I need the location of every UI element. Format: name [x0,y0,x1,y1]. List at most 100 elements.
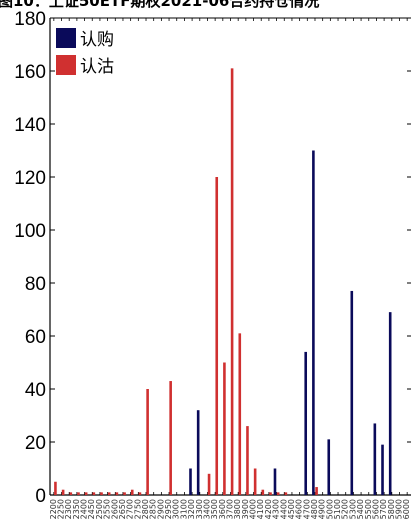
x-tick-label: 2200 [49,499,58,519]
x-tick-label: 3700 [226,499,235,519]
x-tick-label: 3800 [233,499,242,519]
x-tick-label: 2600 [110,499,119,519]
bar-put [115,492,119,495]
x-tick-label: 5200 [341,499,350,519]
plot-area: 0 20 40 60 80 100 120 140 160 180 2200225023002350… [14,9,411,519]
bar-call [327,439,331,495]
x-tick-label: 2450 [87,499,96,519]
bar-put [146,389,149,495]
x-tick-label: 3600 [218,499,227,519]
y-tick-label: 80 [25,274,46,295]
x-tick-label: 5900 [394,499,403,519]
bar-put [207,473,211,495]
bar-put [138,492,142,495]
bar-put [223,362,226,495]
y-tick-label: 40 [25,380,46,401]
bar-call [373,423,377,495]
y-tick-label: 160 [14,62,46,83]
x-tick-label: 5000 [325,499,334,519]
x-tick-label: 4300 [272,499,281,519]
x-tick-label: 3400 [202,499,211,519]
x-tick-label: 2650 [118,499,127,519]
bar-put [269,492,272,495]
x-tick-label: 6000 [402,499,411,519]
bar-put [215,177,219,495]
legend-swatch-put [56,55,76,75]
bar-put [92,492,96,495]
bar-put [69,492,73,495]
bar-put [230,68,234,495]
bar-put [169,381,172,495]
legend-swatch-call [56,28,76,48]
y-tick-label: 140 [14,115,46,136]
bar-call [273,468,277,495]
x-tick-label: 2700 [126,499,135,519]
bar-call [312,150,315,495]
x-tick-label: 3500 [210,499,219,519]
x-tick-label: 5500 [364,499,373,519]
legend: 认购 认沽 [56,28,114,77]
bar-put [284,492,288,495]
bar-put [54,481,57,495]
x-tick-label: 4800 [310,499,319,519]
x-tick-label: 2400 [80,499,89,519]
x-tick-label: 5800 [387,499,396,519]
y-tick-label: 100 [14,221,46,242]
x-tick-label: 4000 [249,499,258,519]
x-tick-label: 3200 [187,499,196,519]
x-tick-label: 2550 [103,499,112,519]
bar-call [388,312,392,495]
bar-call [196,410,200,495]
x-tick-label: 2250 [57,499,66,519]
y-tick-label: 20 [25,433,46,454]
x-tick-label: 2350 [72,499,81,519]
x-tick-label: 5700 [379,499,388,519]
bar-put [261,489,265,495]
x-tick-label: 5100 [333,499,342,519]
bar-put [276,492,280,495]
bar-put [253,468,257,495]
legend-label-put: 认沽 [80,57,114,77]
x-tick-label: 4500 [287,499,296,519]
bar-call [189,468,192,495]
x-tick-label: 4900 [318,499,327,519]
x-tick-label: 3100 [179,499,188,519]
x-tick-label: 4700 [302,499,311,519]
x-tick-label: 5300 [348,499,357,519]
chart-title: 图10：上证50ETF期权2021-06合约持仓情况 [0,0,319,10]
bar-put [84,492,88,495]
bar-put [246,426,249,495]
x-tick-label: 2800 [141,499,150,519]
x-tick-label: 2900 [156,499,165,519]
bar-put [130,489,134,495]
bar-put [77,492,80,495]
x-tick-label: 4400 [279,499,288,519]
x-tick-label: 3900 [241,499,250,519]
bar-call [381,444,384,495]
legend-label-call: 认购 [80,30,114,50]
y-tick-label: 180 [14,9,46,30]
x-tick-label: 4200 [264,499,273,519]
bar-put [107,492,111,495]
x-tick-label: 5600 [371,499,380,519]
x-tick-label: 2850 [149,499,158,519]
x-tick-label: 2950 [164,499,173,519]
bar-call [304,351,308,495]
bar-call [350,290,354,495]
x-tick-label: 5400 [356,499,365,519]
y-tick-label: 60 [25,327,46,348]
x-tick-label: 3000 [172,499,181,519]
bar-put [315,487,318,495]
x-tick-label: 4600 [295,499,304,519]
x-tick-label: 2300 [64,499,73,519]
bar-put [123,492,126,495]
bar-put [61,489,65,495]
y-tick-label: 0 [35,486,46,507]
bar-put [100,492,103,495]
x-tick-label: 4100 [256,499,265,519]
bar-put [238,333,242,495]
x-tick-label: 3300 [195,499,204,519]
y-tick-label: 120 [14,168,46,189]
x-tick-label: 2500 [95,499,104,519]
